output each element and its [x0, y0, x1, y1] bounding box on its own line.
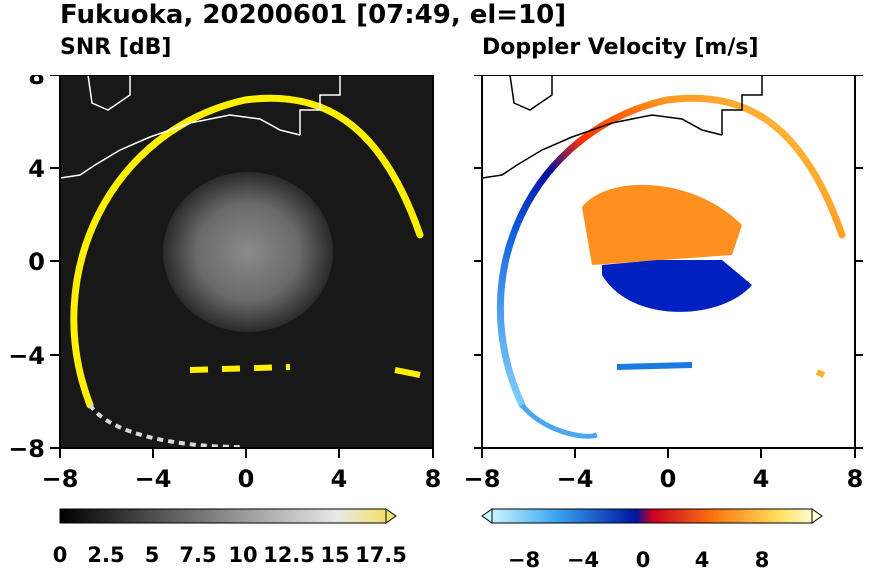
snr-xtick-label: −4 [135, 465, 172, 493]
snr-center-echo [163, 172, 333, 332]
snr-colorbar [59, 508, 397, 524]
doppler-coastline-north [509, 75, 553, 111]
doppler-panel-title: Doppler Velocity [m/s] [482, 35, 759, 60]
snr-coastline-bay [299, 75, 341, 135]
doppler-ring-lower [520, 403, 598, 439]
snr-chart: −8 −4 0 4 8 8 4 0 −4 −8 0 2.5 5 7.5 10 1… [8, 75, 440, 567]
doppler-ticks [474, 75, 863, 458]
snr-ytick-label: −8 [8, 435, 45, 463]
snr-xtick-label: 4 [331, 465, 348, 493]
snr-ring-lower [88, 403, 241, 448]
doppler-chart: −8 −4 0 4 8 −8 −4 0 4 8 [464, 75, 864, 570]
snr-ytick-label: 8 [28, 75, 45, 90]
snr-ring-echo [70, 94, 424, 409]
doppler-colorbar-label: 8 [755, 548, 770, 570]
doppler-colorbar-label: −4 [567, 548, 599, 570]
doppler-xtick-label: 4 [753, 465, 770, 493]
doppler-colorbar-label: 4 [695, 548, 710, 570]
snr-xtick-label: 8 [425, 465, 440, 493]
snr-xtick-label: 0 [238, 465, 255, 493]
snr-colorbar-label: 0 [53, 543, 68, 567]
snr-panel-title: SNR [dB] [60, 35, 172, 60]
doppler-ring-echo [496, 94, 846, 409]
snr-colorbar-label: 2.5 [87, 543, 124, 567]
snr-ticks [50, 75, 434, 458]
doppler-colorbar-label: 0 [636, 548, 651, 570]
snr-south-echo [189, 364, 291, 373]
doppler-coastline [482, 114, 723, 179]
figure-title: Fukuoka, 20200601 [07:49, el=10] [60, 0, 567, 30]
snr-colorbar-label: 5 [145, 543, 160, 567]
snr-colorbar-label: 17.5 [355, 543, 407, 567]
doppler-center-receding [582, 184, 742, 265]
snr-colorbar-label: 7.5 [179, 543, 216, 567]
doppler-center-approaching [602, 260, 752, 312]
snr-southeast-echo [394, 367, 421, 378]
snr-coastline-north [87, 75, 131, 111]
snr-colorbar-label: 10 [228, 543, 257, 567]
doppler-xtick-label: 0 [660, 465, 677, 493]
snr-ytick-label: −4 [8, 342, 45, 370]
doppler-xtick-label: −4 [557, 465, 594, 493]
snr-ytick-label: 4 [28, 155, 45, 183]
doppler-colorbar [481, 508, 823, 524]
snr-coastline [60, 114, 301, 179]
doppler-xtick-label: 8 [847, 465, 864, 493]
snr-colorbar-label: 15 [320, 543, 349, 567]
doppler-colorbar-label: −8 [508, 548, 540, 570]
doppler-xtick-label: −8 [464, 465, 501, 493]
doppler-south-echo [616, 362, 693, 370]
snr-colorbar-label: 12.5 [263, 543, 315, 567]
doppler-coastline-bay [721, 75, 763, 135]
snr-ytick-label: 0 [28, 248, 45, 276]
doppler-southeast-echo [815, 369, 826, 378]
snr-xtick-label: −8 [42, 465, 79, 493]
